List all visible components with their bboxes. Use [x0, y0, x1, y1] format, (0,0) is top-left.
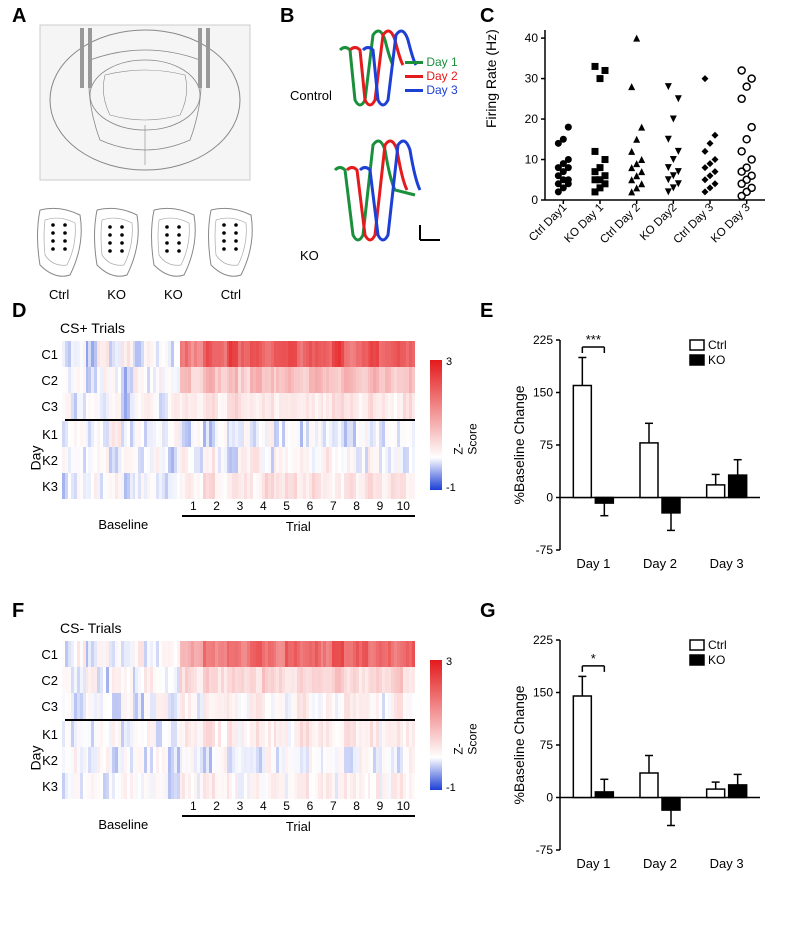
panel-d-label: D [12, 300, 26, 323]
panel-a-group-label: Ctrl [49, 287, 69, 302]
svg-text:*: * [591, 651, 596, 666]
svg-text:0: 0 [546, 491, 553, 505]
svg-text:Day 3: Day 3 [710, 856, 744, 871]
panel-e-barchart: -75 0 75 150 225 %Baseline Change Day 1 Day 2 Da… [510, 325, 770, 585]
panel-f-label: F [12, 600, 24, 623]
legend-day1: Day 1 [405, 55, 458, 69]
panel-a-label: A [12, 5, 26, 28]
svg-text:225: 225 [533, 333, 553, 347]
svg-text:0: 0 [546, 791, 553, 805]
svg-text:30: 30 [525, 72, 539, 86]
svg-text:Day 2: Day 2 [643, 556, 677, 571]
panel-c-scatter: Firing Rate (Hz) 010203040Ctrl Day1KO Da… [505, 20, 775, 280]
panel-a-group-label: KO [107, 287, 126, 302]
svg-text:75: 75 [540, 738, 554, 752]
panel-f-title: CS- Trials [60, 620, 455, 636]
panel-a: Ctrl KO KO Ctrl [30, 20, 260, 280]
panel-a-group-label: KO [164, 287, 183, 302]
svg-text:20: 20 [525, 112, 539, 126]
svg-text:%Baseline Change: %Baseline Change [511, 685, 527, 804]
svg-text:-75: -75 [536, 843, 554, 857]
control-label: Control [290, 88, 332, 103]
legend-day3: Day 3 [405, 83, 458, 97]
panel-e-label: E [480, 300, 493, 323]
svg-text:KO Day 3: KO Day 3 [709, 202, 753, 246]
amygdala-sections [30, 205, 260, 290]
svg-text:225: 225 [533, 633, 553, 647]
legend-day2: Day 2 [405, 69, 458, 83]
heatmap-ylabel: Day [27, 446, 43, 471]
svg-text:Day 1: Day 1 [576, 856, 610, 871]
svg-text:KO: KO [708, 653, 725, 667]
svg-text:Day 1: Day 1 [576, 556, 610, 571]
heatmap-ylabel: Day [27, 746, 43, 771]
svg-text:Ctrl: Ctrl [708, 338, 727, 352]
svg-text:150: 150 [533, 686, 553, 700]
waveform-ko: KO [285, 130, 465, 270]
brain-coronal-diagram [30, 20, 260, 200]
svg-text:75: 75 [540, 438, 554, 452]
svg-text:KO: KO [708, 353, 725, 367]
svg-text:Ctrl Day 3: Ctrl Day 3 [671, 202, 716, 247]
ko-label: KO [300, 248, 319, 263]
svg-text:***: *** [586, 332, 601, 347]
panel-b: Control Day 1 Day 2 Day 3 KO [285, 15, 465, 295]
svg-text:10: 10 [525, 153, 539, 167]
svg-text:0: 0 [531, 193, 538, 207]
panel-c-label: C [480, 5, 494, 28]
panel-a-group-label: Ctrl [221, 287, 241, 302]
svg-text:Day 2: Day 2 [643, 856, 677, 871]
panel-d-title: CS+ Trials [60, 320, 455, 336]
panel-g-label: G [480, 600, 496, 623]
svg-text:Ctrl Day 2: Ctrl Day 2 [598, 202, 643, 247]
svg-text:40: 40 [525, 31, 539, 45]
svg-text:150: 150 [533, 386, 553, 400]
panel-g-barchart: -75 0 75 150 225 %Baseline Change Day 1 Day 2 Da… [510, 625, 770, 885]
panel-d-heatmap: CS+ Trials Day C1C2C3K1K2K3Baseline12345… [35, 320, 455, 580]
panel-c-ylabel: Firing Rate (Hz) [483, 29, 499, 128]
panel-f-heatmap: CS- Trials Day C1C2C3K1K2K3Baseline12345… [35, 620, 455, 880]
svg-text:%Baseline Change: %Baseline Change [511, 385, 527, 504]
svg-text:Ctrl: Ctrl [708, 638, 727, 652]
svg-text:-75: -75 [536, 543, 554, 557]
svg-text:Day 3: Day 3 [710, 556, 744, 571]
